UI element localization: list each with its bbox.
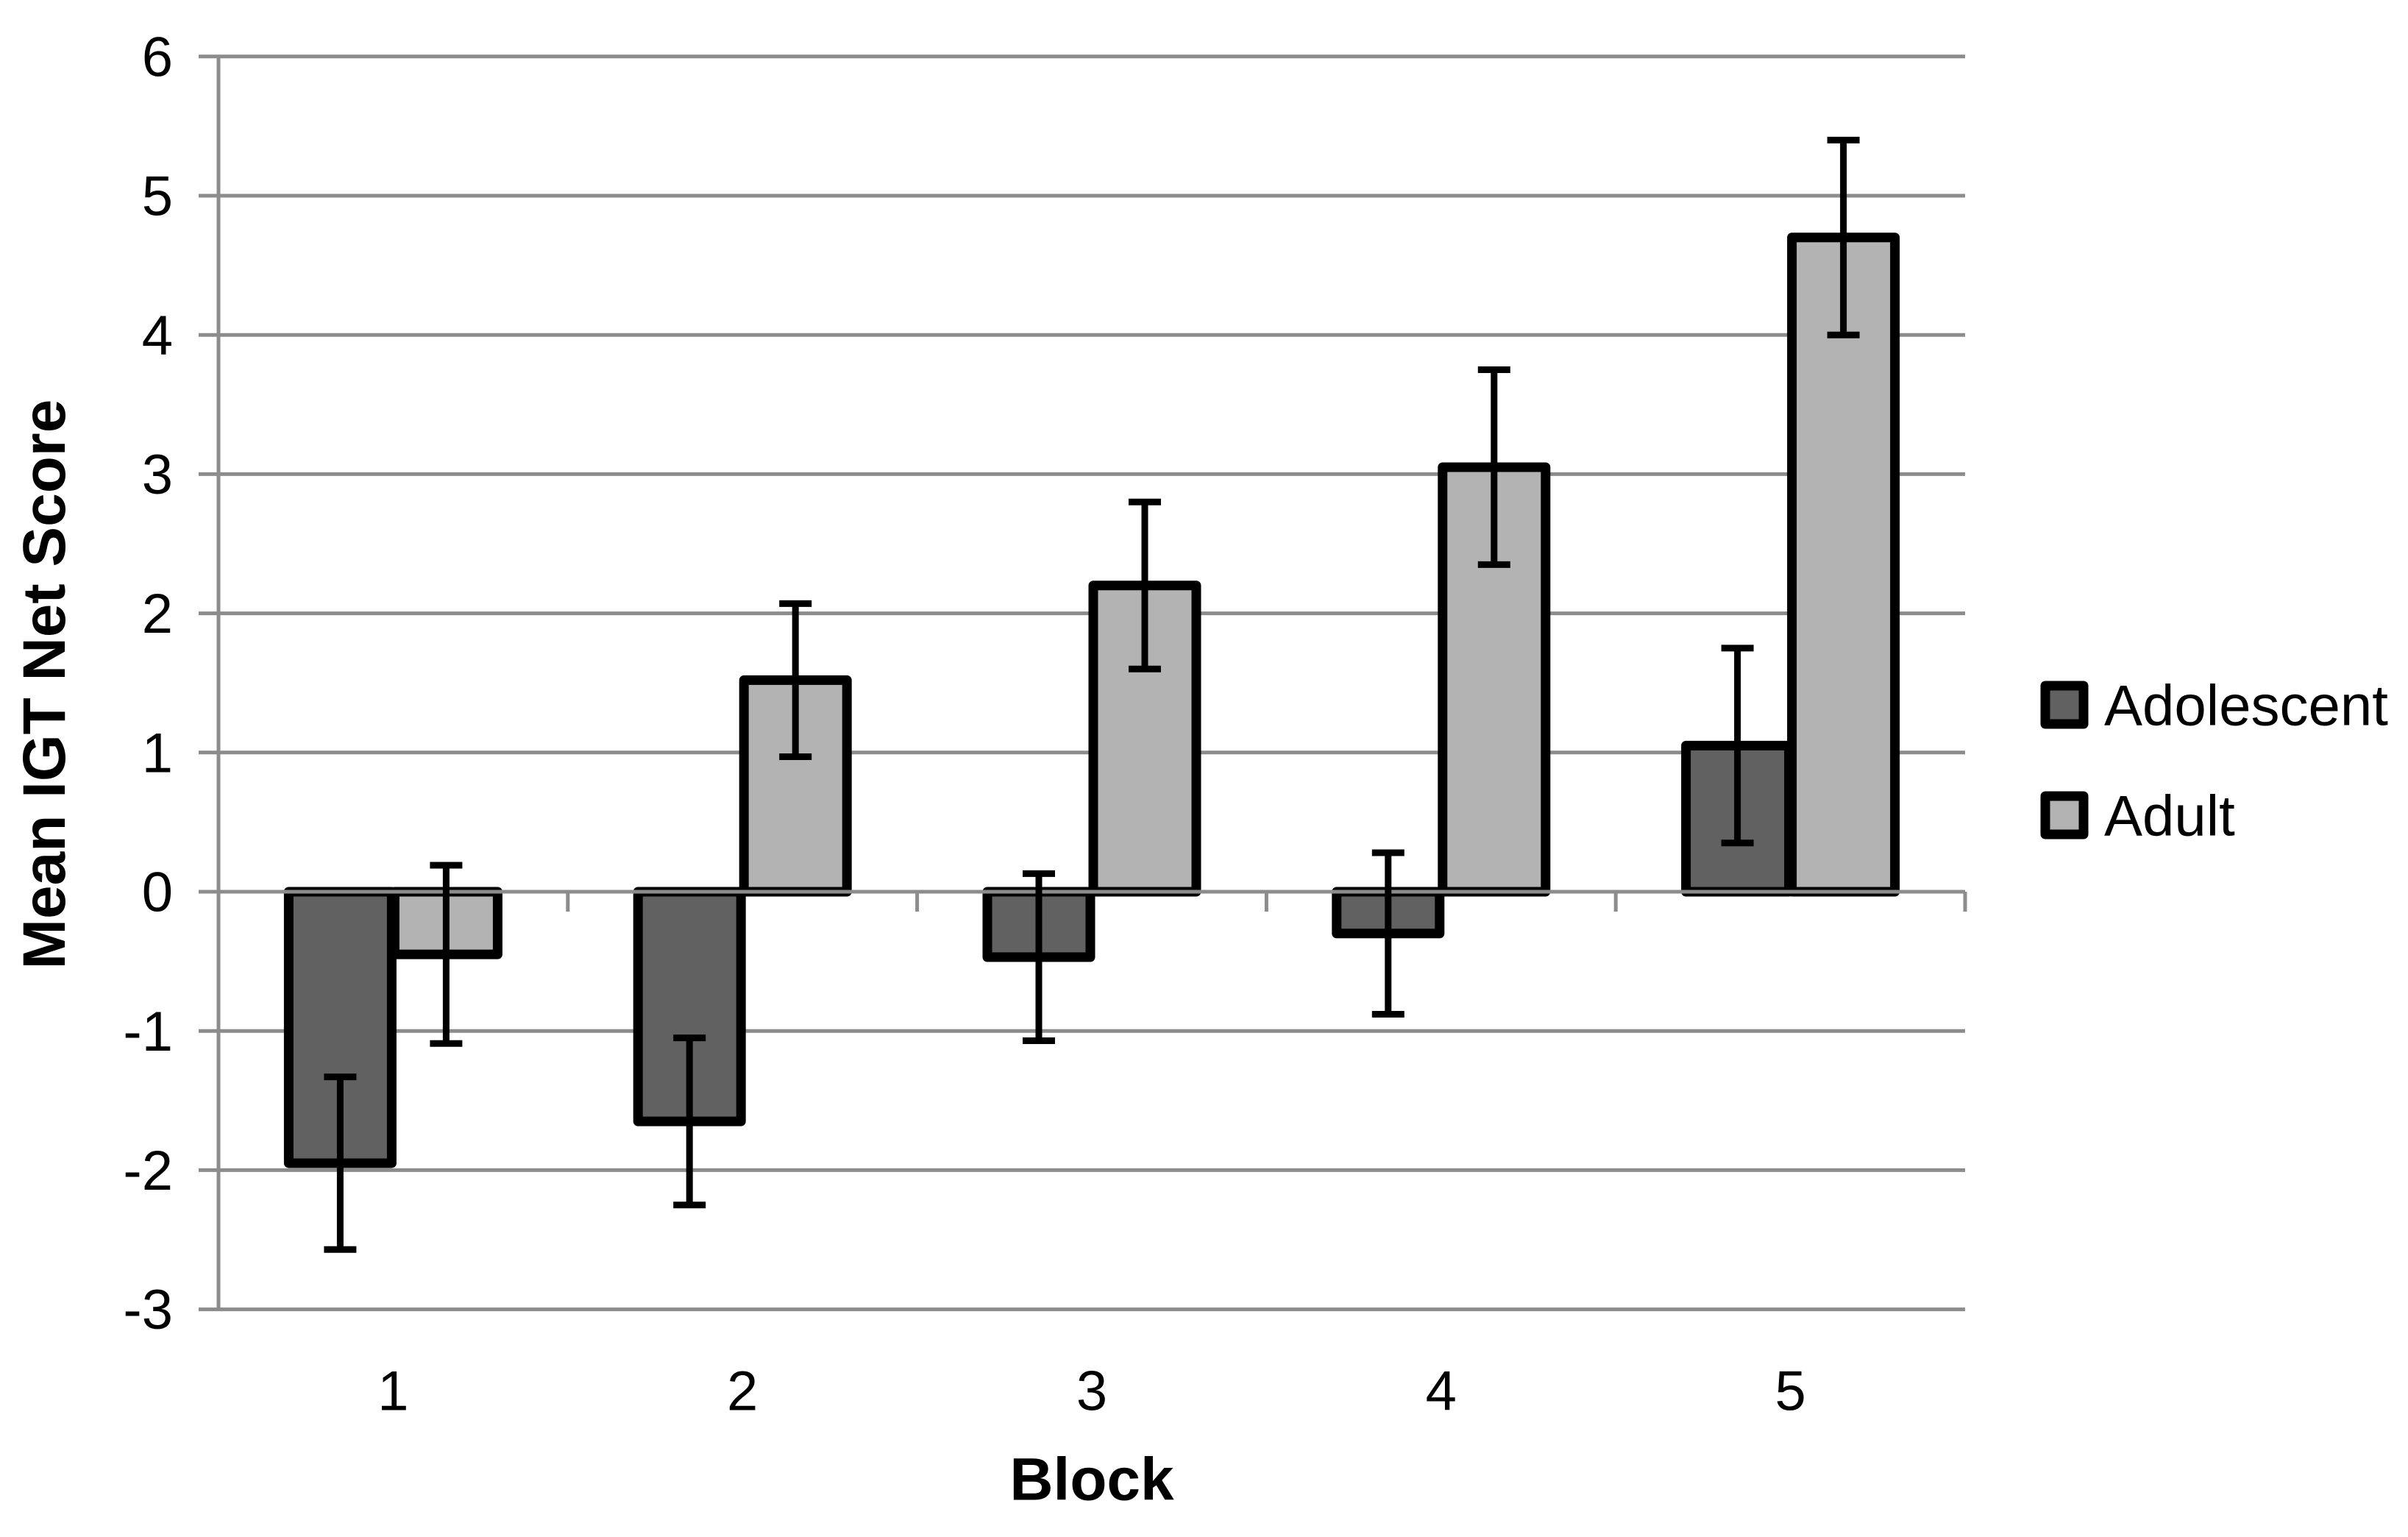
legend-item-adolescent: Adolescent <box>2040 672 2388 737</box>
error-bar-adult-block-2 <box>779 600 812 760</box>
error-bar-adult-block-5 <box>1827 136 1860 338</box>
legend-swatch-adult <box>2040 791 2089 840</box>
error-bar-adult-block-1 <box>430 862 463 1047</box>
y-tick-label--1: -1 <box>123 1001 173 1063</box>
y-tick-label-0: 0 <box>142 862 173 924</box>
y-tick-label-5: 5 <box>142 166 173 228</box>
y-tick-label-3: 3 <box>142 444 173 506</box>
error-bar-adolescent-block-4 <box>1371 849 1404 1018</box>
axes-group <box>199 54 1967 1312</box>
bars-group <box>283 232 1900 1168</box>
x-tick-label-2: 2 <box>727 1360 758 1423</box>
legend-swatch-adolescent <box>2040 681 2089 729</box>
y-tick-label-4: 4 <box>142 305 173 367</box>
bar-adult-block-5 <box>1787 232 1900 897</box>
x-tick-label-3: 3 <box>1076 1360 1107 1423</box>
error-bar-adult-block-4 <box>1477 366 1510 568</box>
error-bar-adolescent-block-3 <box>1023 870 1055 1044</box>
y-tick-label-1: 1 <box>142 722 173 784</box>
legend-item-adult: Adult <box>2040 783 2235 848</box>
y-tick-label--3: -3 <box>123 1279 173 1341</box>
error-bar-adolescent-block-1 <box>324 1073 357 1253</box>
legend-label-adolescent: Adolescent <box>2104 672 2388 737</box>
x-tick-label-4: 4 <box>1426 1360 1457 1423</box>
x-tick-label-1: 1 <box>377 1360 408 1423</box>
error-bars-group <box>324 136 1860 1253</box>
y-tick-label-2: 2 <box>142 583 173 645</box>
x-tick-label-5: 5 <box>1775 1360 1805 1423</box>
legend: Adolescent Adult <box>2040 672 2388 848</box>
y-axis-tick-labels: 6 5 4 3 2 1 0 -1 -2 -3 <box>123 26 173 1341</box>
y-axis-title: Mean IGT Net Score <box>11 400 78 970</box>
error-bar-adult-block-3 <box>1129 498 1161 672</box>
x-axis-tick-labels: 1 2 3 4 5 <box>377 1360 1805 1423</box>
error-bar-adolescent-block-2 <box>673 1034 706 1209</box>
error-bar-adolescent-block-5 <box>1721 645 1754 847</box>
legend-label-adult: Adult <box>2104 783 2235 848</box>
y-tick-label--2: -2 <box>123 1140 173 1202</box>
y-tick-label-6: 6 <box>142 26 173 88</box>
x-axis-title: Block <box>1009 1447 1174 1513</box>
